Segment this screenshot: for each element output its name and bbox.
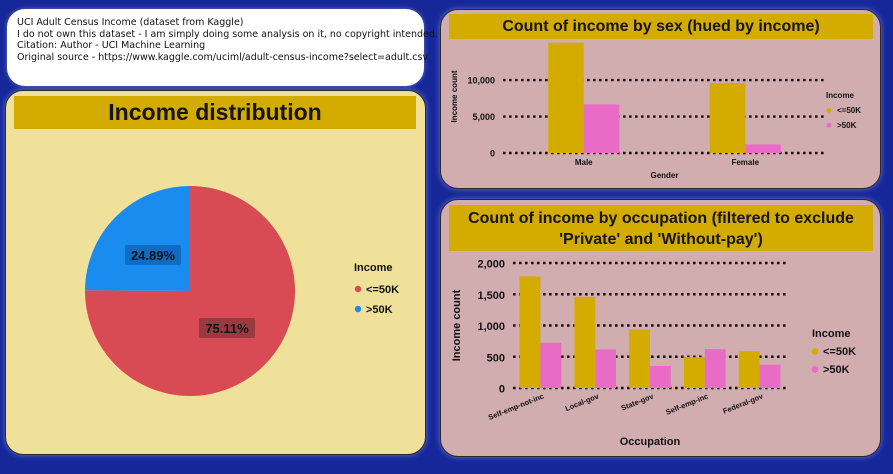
bar-male-50k (583, 104, 620, 153)
pie-legend-marker (354, 285, 362, 293)
bar-federal-gov-50k (738, 351, 760, 388)
x-axis-label: Gender (650, 171, 678, 180)
income-distribution-panel: Income distribution 75.11% 24.89% Income <=… (5, 90, 426, 455)
bar-federal-gov-50k (759, 364, 781, 388)
x-axis-label: Occupation (620, 436, 681, 448)
legend-marker (826, 107, 832, 113)
y-axis-label: Income count (450, 70, 459, 122)
legend-label: >50K (837, 121, 857, 130)
legend-label: >50K (823, 364, 850, 376)
legend-marker (826, 122, 832, 128)
y-tick-label: 0 (499, 384, 505, 396)
legend-label: <=50K (837, 106, 861, 115)
y-tick-label: 5,000 (472, 112, 495, 122)
legend-label: <=50K (823, 346, 856, 358)
x-tick-label: Female (731, 158, 759, 167)
y-tick-label: 0 (490, 149, 495, 159)
y-axis-label: Income count (451, 289, 463, 361)
bar-state-gov-50k (650, 365, 671, 388)
legend-title: Income (826, 91, 855, 100)
income-pie-chart: 75.11% 24.89% Income <=50K >50K (84, 186, 399, 396)
bar-local-gov-50k (574, 296, 596, 388)
pie-label-bg (125, 245, 181, 265)
income-by-sex-panel: Count of income by sex (hued by income) … (440, 9, 881, 189)
info-line: I do not own this dataset - I am simply … (17, 28, 438, 40)
dataset-info-box: UCI Adult Census Income (dataset from Ka… (7, 9, 438, 86)
income-by-occupation-chart: 0 500 1,000 1,500 2,000 Self-emp-not-inc Local… (451, 259, 856, 449)
bar-self-emp-not-inc-50k (540, 342, 562, 388)
info-line: Original source - https://www.kaggle.com… (17, 51, 429, 63)
bar-male-50k (548, 42, 584, 153)
x-tick-label: Federal-gov (722, 391, 766, 416)
y-tick-label: 1,000 (477, 321, 505, 333)
income-by-sex-chart: 0 5,000 10,000 Male Female Gender Income count… (450, 42, 861, 180)
y-tick-label: 2,000 (477, 259, 505, 271)
pie-slice-50k (85, 186, 190, 291)
legend-title: Income (812, 328, 851, 340)
y-tick-label: 500 (487, 352, 505, 364)
pie-slice-50k (84, 186, 295, 396)
bar-self-emp-inc-50k (704, 349, 726, 388)
income-by-sex-title: Count of income by sex (hued by income) (449, 14, 873, 39)
income-by-occupation-title: Count of income by occupation (filtered … (449, 205, 873, 251)
x-tick-label: Male (575, 158, 593, 167)
bar-female-50k (709, 83, 746, 153)
pie-value-label: 24.89% (131, 248, 176, 263)
bar-state-gov-50k (629, 329, 650, 388)
legend-marker (811, 366, 819, 373)
legend-marker (811, 348, 819, 355)
bar-self-emp-inc-50k (683, 357, 705, 388)
y-tick-label: 10,000 (467, 76, 495, 86)
y-tick-label: 1,500 (477, 290, 505, 302)
pie-legend-marker (354, 305, 362, 313)
info-line: UCI Adult Census Income (dataset from Ka… (17, 17, 244, 28)
income-distribution-title: Income distribution (14, 96, 416, 129)
info-line: Citation: Author - UCI Machine Learning (17, 40, 206, 51)
pie-legend-label: <=50K (366, 284, 399, 296)
income-by-occupation-panel: Count of income by occupation (filtered … (440, 199, 881, 457)
pie-legend-title: Income (354, 262, 393, 274)
bar-local-gov-50k (595, 349, 617, 388)
bar-female-50k (745, 144, 781, 153)
x-tick-label: State-gov (620, 391, 656, 412)
bar-self-emp-not-inc-50k (519, 276, 541, 388)
pie-label-bg (199, 318, 255, 338)
pie-value-label: 75.11% (205, 321, 249, 336)
pie-legend-label: >50K (366, 304, 393, 316)
x-tick-label: Self-emp-not-inc (487, 392, 545, 423)
x-tick-label: Local-gov (564, 391, 601, 413)
x-tick-label: Self-emp-inc (664, 392, 709, 417)
